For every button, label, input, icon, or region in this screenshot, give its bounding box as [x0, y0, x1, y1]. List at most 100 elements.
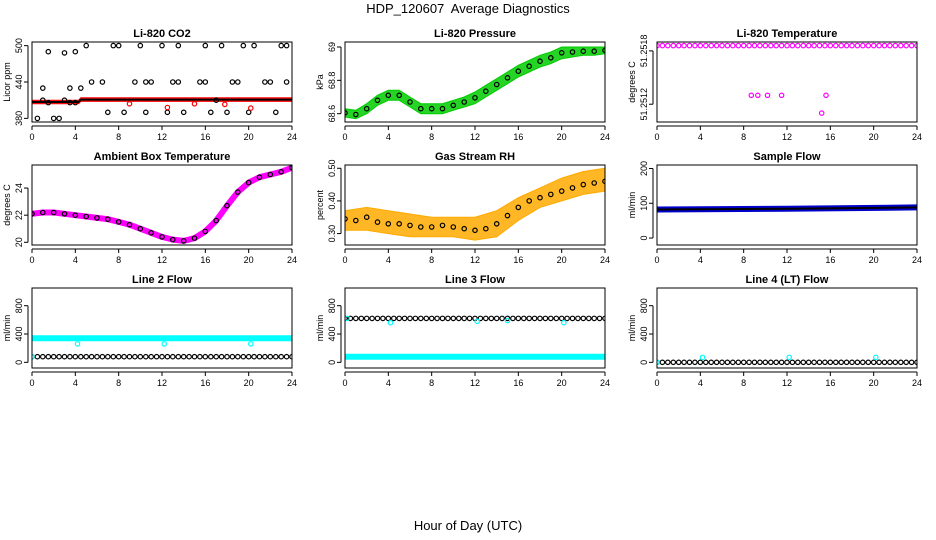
data-point [729, 359, 736, 366]
x-tick-label: 12 [157, 378, 167, 388]
data-point [417, 105, 424, 112]
y-tick-label: 51.2518 [639, 35, 649, 68]
data-point [358, 315, 365, 322]
data-point [876, 359, 882, 366]
x-tick-label: 24 [600, 132, 610, 142]
data-point [72, 48, 79, 55]
data-point [39, 85, 46, 91]
data-point [175, 79, 182, 85]
data-point [493, 315, 500, 322]
x-tick-label: 12 [470, 132, 480, 142]
data-point [267, 353, 274, 360]
data-point [235, 353, 241, 360]
data-point [859, 359, 866, 366]
x-tick-label: 20 [869, 255, 879, 265]
data-point [591, 180, 598, 186]
data-point [849, 359, 855, 366]
data-point [515, 68, 522, 75]
data-point [99, 79, 106, 85]
data-point [50, 353, 57, 360]
data-point [748, 92, 755, 99]
data-point [757, 42, 763, 49]
plot-area [32, 42, 292, 122]
x-tick-label: 12 [470, 378, 480, 388]
data-point [352, 111, 359, 118]
data-point [175, 42, 182, 49]
x-tick-label: 0 [29, 255, 34, 265]
data-point [374, 219, 381, 225]
y-tick-label: 0.50 [327, 159, 337, 177]
plot-frame [344, 287, 606, 369]
data-point [191, 353, 198, 360]
data-point [854, 42, 861, 49]
y-axis-label: ml/min [315, 315, 325, 342]
data-point [159, 353, 165, 360]
x-tick-label: 16 [200, 255, 210, 265]
data-point [461, 99, 468, 105]
data-point [428, 224, 435, 230]
data-point [461, 225, 468, 232]
data-point [83, 42, 90, 49]
y-axis-label: degrees C [627, 61, 637, 103]
data-point [564, 315, 570, 322]
x-tick-label: 4 [698, 255, 703, 265]
data-point [439, 222, 446, 229]
data-point [854, 359, 861, 366]
data-point [515, 204, 522, 211]
x-tick-label: 24 [912, 378, 922, 388]
y-tick-label: 380 [14, 111, 24, 126]
data-point [482, 225, 489, 232]
y-tick-label: 400 [14, 327, 24, 342]
data-point [137, 42, 144, 49]
data-point [105, 353, 111, 360]
data-point [784, 42, 790, 49]
data-point [740, 42, 747, 49]
y-tick-label: 400 [327, 327, 337, 342]
x-tick-label: 20 [244, 378, 254, 388]
x-tick-label: 12 [157, 132, 167, 142]
data-point [363, 315, 370, 322]
data-point [67, 353, 73, 360]
data-point [39, 97, 46, 104]
data-point [240, 42, 247, 49]
data-point [816, 42, 823, 49]
x-tick-label: 16 [825, 378, 835, 388]
data-point [94, 215, 100, 221]
series-average [32, 98, 292, 103]
data-point [670, 42, 677, 49]
data-point [897, 359, 904, 366]
data-point [504, 315, 511, 322]
data-point [224, 353, 230, 360]
data-point [56, 115, 62, 122]
data-point [56, 353, 62, 360]
data-point [786, 354, 793, 361]
data-point [121, 109, 127, 116]
x-tick-label: 24 [287, 132, 297, 142]
data-point [520, 315, 527, 322]
data-point [472, 227, 478, 234]
data-point [387, 319, 394, 326]
x-tick-label: 20 [244, 255, 254, 265]
data-point [719, 359, 725, 366]
data-point [681, 359, 687, 366]
x-tick-label: 24 [912, 132, 922, 142]
y-tick-label: 0 [327, 360, 337, 365]
data-point [659, 42, 666, 49]
data-point [61, 353, 68, 360]
x-tick-label: 24 [600, 378, 610, 388]
data-point [143, 353, 149, 360]
x-tick-label: 20 [244, 132, 254, 142]
data-point [213, 217, 220, 224]
data-point [278, 42, 285, 49]
plot-area [657, 42, 917, 116]
panel-title: Line 3 Flow [445, 274, 505, 286]
data-point [115, 353, 122, 360]
y-tick-label: 0.40 [327, 192, 337, 210]
data-point [499, 315, 505, 322]
y-tick-label: 22 [14, 210, 24, 220]
panel-title: Li-820 CO2 [133, 28, 190, 40]
data-point [34, 115, 41, 122]
data-point [137, 225, 144, 232]
data-point [235, 189, 241, 195]
data-point [417, 224, 424, 230]
